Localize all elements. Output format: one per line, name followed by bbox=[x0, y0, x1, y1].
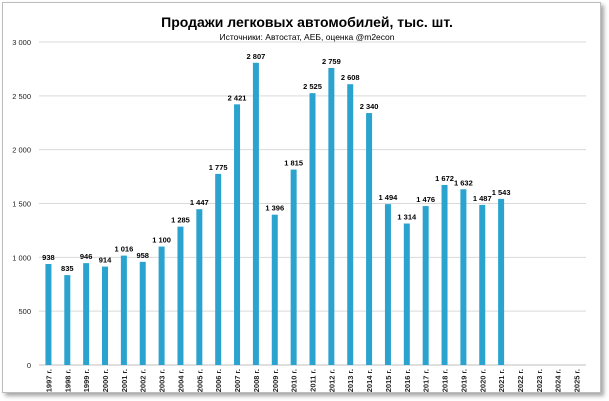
bar bbox=[290, 169, 297, 365]
x-tick-label: 2009 г. bbox=[271, 369, 280, 392]
bar bbox=[498, 198, 505, 365]
chart-subtitle: Источники: Автостат, АЕБ, оценка @m2econ bbox=[220, 32, 395, 42]
bar bbox=[215, 173, 222, 365]
x-tick-label: 2007 г. bbox=[233, 369, 242, 392]
bar bbox=[196, 209, 203, 365]
x-tick-label: 2016 г. bbox=[403, 369, 412, 392]
data-label: 2 340 bbox=[360, 102, 379, 111]
bar bbox=[403, 223, 410, 365]
data-label: 946 bbox=[80, 252, 93, 261]
x-tick-label: 2011 г. bbox=[309, 369, 318, 392]
data-label: 1 396 bbox=[265, 204, 284, 213]
x-tick-label: 2019 г. bbox=[459, 369, 468, 392]
bars bbox=[45, 62, 505, 366]
bar bbox=[64, 275, 71, 365]
data-label: 835 bbox=[61, 264, 74, 273]
x-tick-label: 2003 г. bbox=[158, 369, 167, 392]
data-label: 2 421 bbox=[228, 93, 247, 102]
bar bbox=[384, 204, 391, 365]
x-tick-label: 2017 г. bbox=[422, 369, 431, 392]
bar bbox=[328, 67, 335, 366]
bar bbox=[252, 62, 259, 366]
x-tick-label: 2002 г. bbox=[139, 369, 148, 392]
x-tick-label: 2018 г. bbox=[441, 369, 450, 392]
data-label: 1 100 bbox=[152, 236, 171, 245]
y-tick-label: 3 000 bbox=[12, 38, 31, 47]
x-tick-label: 2013 г. bbox=[346, 369, 355, 392]
data-label: 2 807 bbox=[247, 52, 266, 61]
bar bbox=[366, 113, 373, 365]
x-tick-label: 2023 г. bbox=[535, 369, 544, 392]
x-tick-label: 1999 г. bbox=[82, 369, 91, 392]
bar bbox=[139, 261, 146, 365]
x-tick-label: 2010 г. bbox=[290, 369, 299, 392]
bar bbox=[460, 189, 467, 365]
chart-frame: Продажи легковых автомобилей, тыс. шт. И… bbox=[2, 2, 601, 393]
data-label: 938 bbox=[42, 253, 55, 262]
bar bbox=[441, 184, 448, 365]
x-tick-label: 2014 г. bbox=[365, 369, 374, 392]
data-label: 1 476 bbox=[416, 195, 435, 204]
y-tick-label: 2 000 bbox=[12, 146, 31, 155]
bar bbox=[422, 206, 429, 365]
bar bbox=[83, 263, 90, 365]
y-tick-label: 0 bbox=[27, 361, 31, 370]
y-tick-label: 1 500 bbox=[12, 200, 31, 209]
data-label: 1 447 bbox=[190, 198, 209, 207]
data-label: 1 487 bbox=[473, 194, 492, 203]
bar bbox=[120, 255, 127, 365]
bar bbox=[271, 214, 278, 365]
x-tick-label: 2020 г. bbox=[478, 369, 487, 392]
bar bbox=[309, 93, 316, 366]
data-label: 1 672 bbox=[435, 174, 454, 183]
y-tick-label: 500 bbox=[18, 307, 31, 316]
bar bbox=[158, 246, 165, 365]
bar bbox=[102, 266, 109, 365]
sales-bar-chart: Продажи легковых автомобилей, тыс. шт. И… bbox=[12, 14, 586, 392]
x-tick-label: 2008 г. bbox=[252, 369, 261, 392]
data-label: 1 285 bbox=[171, 216, 190, 225]
x-tick-label: 1998 г. bbox=[63, 369, 72, 392]
data-label: 2 608 bbox=[341, 73, 360, 82]
data-label: 1 632 bbox=[454, 178, 473, 187]
x-tick-label: 2004 г. bbox=[176, 369, 185, 392]
x-tick-label: 2001 г. bbox=[120, 369, 129, 392]
bar bbox=[45, 264, 52, 365]
y-axis-ticks: 0 500 1 000 1 500 2 000 2 500 3 000 bbox=[12, 38, 31, 370]
y-tick-label: 1 000 bbox=[12, 253, 31, 262]
bar bbox=[177, 226, 184, 365]
x-tick-label: 1997 г. bbox=[44, 369, 53, 392]
data-label: 1 815 bbox=[284, 159, 303, 168]
data-label: 2 759 bbox=[322, 57, 341, 66]
data-label: 1 314 bbox=[397, 213, 417, 222]
x-tick-label: 2022 г. bbox=[516, 369, 525, 392]
bar bbox=[347, 84, 354, 366]
data-label: 1 775 bbox=[209, 163, 228, 172]
y-tick-label: 2 500 bbox=[12, 92, 31, 101]
data-label: 914 bbox=[99, 256, 112, 265]
x-tick-label: 2021 г. bbox=[497, 369, 506, 392]
chart-title: Продажи легковых автомобилей, тыс. шт. bbox=[161, 14, 453, 30]
data-label: 1 494 bbox=[379, 193, 399, 202]
x-axis-ticks: 1997 г. 1998 г. 1999 г. 2000 г. 2001 г. 2002 … bbox=[44, 369, 581, 392]
x-tick-label: 2015 г. bbox=[384, 369, 393, 392]
x-tick-label: 2025 г. bbox=[573, 369, 582, 392]
data-label: 1 016 bbox=[114, 245, 133, 254]
data-label: 2 525 bbox=[303, 82, 322, 91]
x-tick-label: 2000 г. bbox=[101, 369, 110, 392]
x-tick-label: 2005 г. bbox=[195, 369, 204, 392]
data-label: 1 543 bbox=[492, 188, 511, 197]
bar bbox=[234, 104, 241, 366]
x-tick-label: 2024 г. bbox=[554, 369, 563, 392]
x-tick-label: 2012 г. bbox=[327, 369, 336, 392]
x-tick-label: 2006 г. bbox=[214, 369, 223, 392]
data-label: 958 bbox=[136, 251, 149, 260]
bar bbox=[479, 204, 486, 365]
